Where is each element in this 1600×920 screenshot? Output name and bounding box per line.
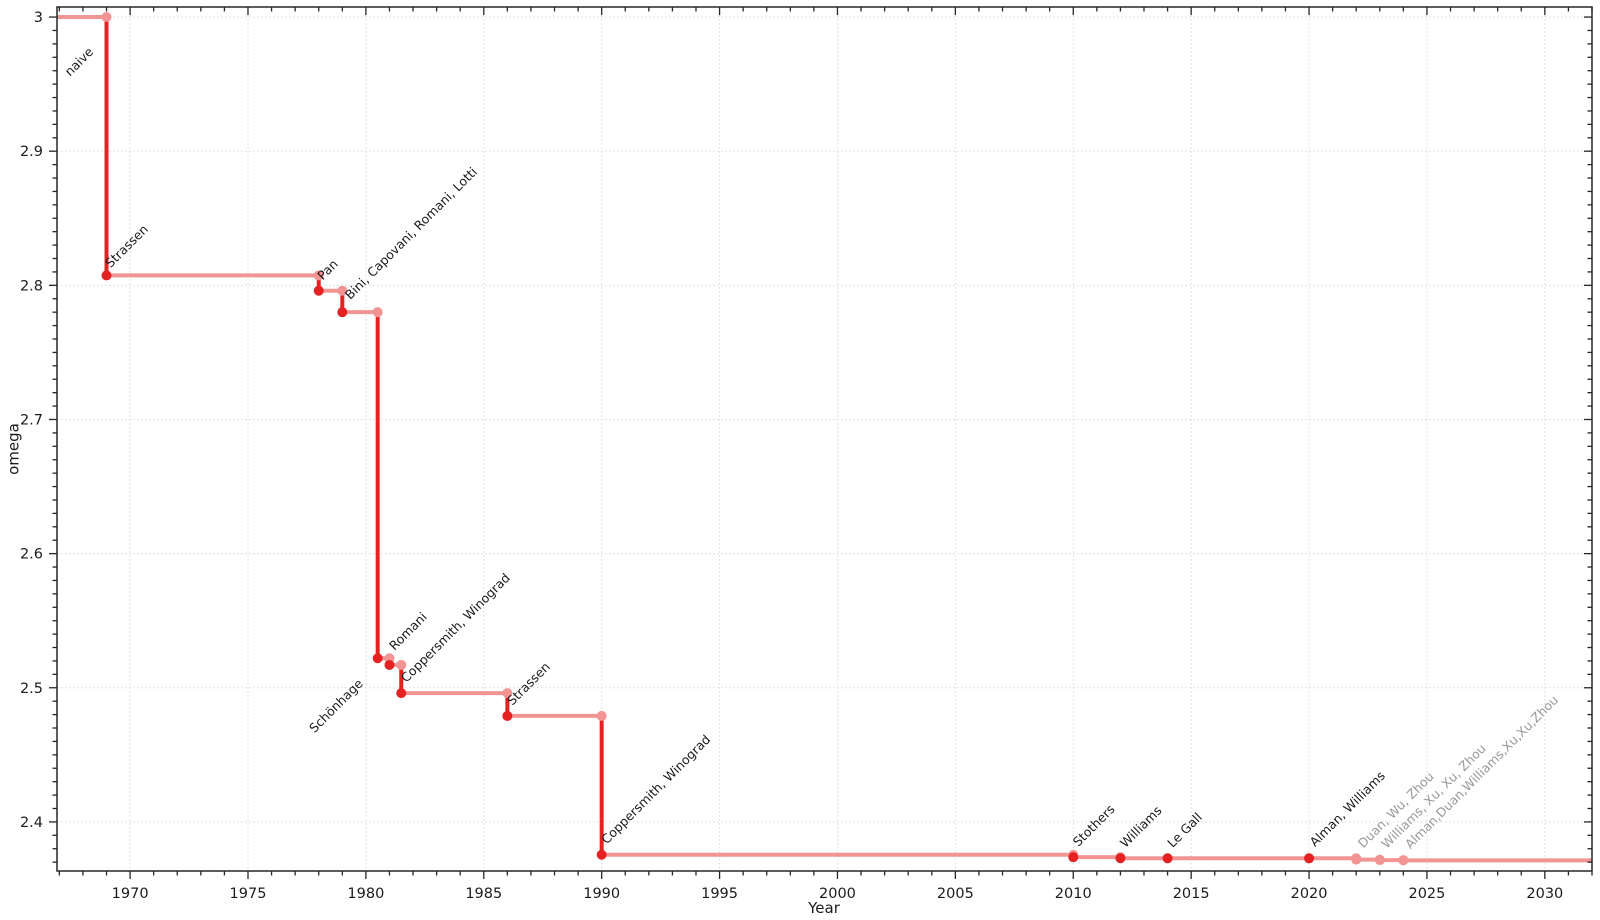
point-label: Le Gall — [1164, 810, 1205, 851]
record-marker — [1304, 853, 1315, 864]
y-tick-label: 2.8 — [20, 278, 43, 294]
x-axis-title: Year — [808, 899, 840, 917]
y-tick-label: 2.5 — [20, 681, 43, 697]
record-marker — [384, 659, 395, 670]
plateau-end-marker — [502, 688, 513, 699]
x-tick-label: 1995 — [701, 886, 738, 902]
y-tick-label: 3 — [34, 10, 43, 26]
x-tick-label: 2015 — [1173, 886, 1210, 902]
plateau-end-marker — [337, 285, 348, 296]
point-label: naive — [61, 44, 96, 79]
x-tick-label: 1985 — [465, 886, 502, 902]
plateau-end-marker — [396, 659, 407, 670]
y-tick-label: 2.9 — [20, 144, 43, 160]
y-tick-label: 2.7 — [20, 412, 43, 428]
axis-frame — [56, 6, 1593, 872]
plateau-end-marker — [372, 307, 383, 318]
record-marker — [596, 849, 607, 860]
record-marker — [1374, 855, 1385, 866]
x-tick-label: 1975 — [230, 886, 267, 902]
y-axis-title: omega — [4, 423, 23, 475]
record-marker — [372, 653, 383, 664]
x-tick-label: 1980 — [347, 886, 384, 902]
plateau-end-marker — [313, 270, 324, 281]
x-tick-label: 1970 — [112, 886, 149, 902]
record-marker — [1068, 852, 1079, 863]
record-marker — [396, 688, 407, 699]
plateau-end-marker — [596, 710, 607, 721]
record-marker — [313, 285, 324, 296]
point-label: Strassen — [504, 659, 553, 708]
plateau-end-marker — [101, 12, 112, 23]
point-label: Stothers — [1070, 801, 1118, 849]
point-label: Bini, Capovani, Romani, Lotti — [342, 164, 480, 302]
record-marker — [502, 710, 513, 721]
x-tick-label: 1990 — [583, 886, 620, 902]
point-label: Williams — [1117, 803, 1165, 851]
point-label: Williams, Xu, Xu, Zhou — [1378, 741, 1488, 851]
record-marker — [101, 270, 112, 281]
x-tick-label: 2005 — [937, 886, 974, 902]
x-tick-label: 2030 — [1526, 886, 1563, 902]
x-tick-label: 2010 — [1055, 886, 1092, 902]
x-tick-label: 2020 — [1291, 886, 1328, 902]
point-label: Coppersmith, Winograd — [598, 732, 713, 847]
record-marker — [1115, 853, 1126, 864]
record-marker — [337, 307, 348, 318]
record-marker — [1351, 854, 1362, 865]
point-label: Schönhage — [306, 676, 366, 736]
y-tick-label: 2.6 — [20, 547, 43, 563]
x-tick-label: 2000 — [819, 886, 856, 902]
y-tick-label: 2.4 — [20, 815, 43, 831]
point-label: Strassen — [102, 222, 151, 271]
x-tick-label: 2025 — [1408, 886, 1445, 902]
record-marker — [1398, 855, 1409, 866]
record-marker — [1162, 853, 1173, 864]
point-label: Romani — [386, 609, 430, 653]
